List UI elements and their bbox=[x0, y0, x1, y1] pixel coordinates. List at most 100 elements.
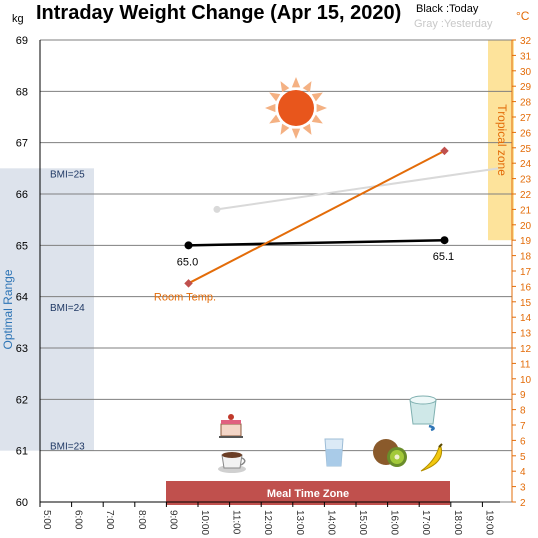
left-tick-label: 67 bbox=[16, 138, 28, 150]
sun-ray bbox=[291, 77, 301, 88]
sun-ray bbox=[311, 92, 323, 102]
right-tick-label: 31 bbox=[520, 51, 532, 62]
series-line-today bbox=[188, 238, 445, 247]
bmi-label: BMI=23 bbox=[50, 442, 85, 453]
right-tick-label: 2 bbox=[520, 498, 526, 509]
cake-cherry bbox=[228, 414, 234, 420]
left-tick-label: 66 bbox=[16, 189, 28, 201]
right-tick-label: 22 bbox=[520, 190, 532, 201]
meal-time-zone-bar bbox=[166, 481, 450, 505]
left-tick-label: 68 bbox=[16, 86, 28, 98]
x-tick-label: 7:00 bbox=[104, 510, 115, 530]
right-tick-label: 12 bbox=[520, 344, 532, 355]
sun-core bbox=[278, 90, 314, 126]
cake-icon bbox=[219, 414, 243, 438]
x-tick-label: 17:00 bbox=[420, 510, 431, 535]
x-tick-label: 12:00 bbox=[262, 510, 273, 535]
right-tick-label: 21 bbox=[520, 205, 532, 216]
left-tick-label: 69 bbox=[16, 35, 28, 47]
left-tick-label: 61 bbox=[16, 446, 28, 458]
left-tick-label: 64 bbox=[16, 292, 28, 304]
right-tick-label: 14 bbox=[520, 313, 532, 324]
right-tick-label: 32 bbox=[520, 36, 532, 47]
x-tick-label: 6:00 bbox=[73, 510, 84, 530]
right-tick-label: 26 bbox=[520, 128, 532, 139]
left-tick-label: 60 bbox=[16, 497, 28, 509]
yesterday-point bbox=[213, 205, 221, 213]
right-tick-label: 17 bbox=[520, 267, 532, 278]
optimal-range-label: Optimal Range bbox=[1, 269, 15, 349]
coffee-cup-icon bbox=[218, 452, 246, 473]
right-tick-label: 19 bbox=[520, 236, 532, 247]
x-tick-label: 11:00 bbox=[231, 510, 242, 535]
today-value-label: 65.1 bbox=[433, 251, 454, 263]
legend-today: Black :Today bbox=[416, 3, 479, 15]
x-tick-label: 10:00 bbox=[199, 510, 210, 535]
right-tick-label: 28 bbox=[520, 98, 532, 109]
cup-handle bbox=[240, 457, 246, 466]
tropical-zone-band bbox=[488, 40, 514, 241]
right-tick-label: 6 bbox=[520, 436, 526, 447]
sun-ray bbox=[311, 114, 323, 124]
left-tick-label: 62 bbox=[16, 394, 28, 406]
x-tick-label: 9:00 bbox=[167, 510, 178, 530]
room-temp-point bbox=[440, 146, 449, 156]
yogurt-top bbox=[409, 395, 437, 405]
right-tick-label: 23 bbox=[520, 175, 532, 186]
right-tick-label: 27 bbox=[520, 113, 532, 124]
right-tick-label: 7 bbox=[520, 421, 526, 432]
coffee-surface bbox=[222, 452, 242, 458]
x-tick-label: 8:00 bbox=[136, 510, 147, 530]
cake-plate bbox=[219, 436, 243, 438]
right-tick-label: 29 bbox=[520, 82, 532, 93]
tropical-zone-label: Tropical zone bbox=[495, 104, 509, 176]
series-line-yesterday bbox=[216, 167, 499, 211]
x-tick-label: 19:00 bbox=[483, 510, 494, 535]
sun-icon bbox=[265, 77, 327, 139]
x-tick-label: 5:00 bbox=[41, 510, 52, 530]
kiwi-core bbox=[394, 454, 400, 460]
chart-title: Intraday Weight Change (Apr 15, 2020) bbox=[36, 2, 401, 24]
room-temp-label: Room Temp. bbox=[154, 291, 216, 303]
sun-ray bbox=[280, 123, 290, 135]
sun-ray bbox=[302, 123, 312, 135]
right-tick-label: 10 bbox=[520, 375, 532, 386]
left-tick-label: 65 bbox=[16, 240, 28, 252]
right-tick-label: 15 bbox=[520, 298, 532, 309]
room-temp-point bbox=[184, 279, 193, 288]
spoon bbox=[428, 424, 435, 432]
sun-ray bbox=[280, 81, 290, 93]
banana-icon bbox=[420, 443, 443, 472]
today-value-label: 65.0 bbox=[177, 256, 198, 268]
x-tick-label: 15:00 bbox=[357, 510, 368, 535]
optimal-range-band bbox=[0, 168, 94, 451]
yogurt-icon bbox=[409, 395, 437, 432]
today-point bbox=[184, 241, 193, 250]
today-point bbox=[440, 236, 449, 245]
left-axis-unit: kg bbox=[12, 13, 24, 25]
cake-icing bbox=[221, 420, 241, 424]
right-tick-label: 11 bbox=[520, 359, 531, 370]
right-tick-label: 25 bbox=[520, 144, 532, 155]
right-tick-label: 24 bbox=[520, 159, 532, 170]
right-tick-label: 3 bbox=[520, 483, 526, 494]
right-tick-label: 4 bbox=[520, 467, 526, 478]
right-tick-label: 20 bbox=[520, 221, 532, 232]
x-tick-label: 18:00 bbox=[452, 510, 463, 535]
right-tick-label: 18 bbox=[520, 252, 532, 263]
right-axis-unit: °C bbox=[516, 9, 530, 23]
sun-ray bbox=[265, 103, 276, 113]
right-tick-label: 5 bbox=[520, 452, 526, 463]
meal-time-zone-label: Meal Time Zone bbox=[267, 488, 349, 500]
right-tick-label: 30 bbox=[520, 67, 532, 78]
right-tick-label: 16 bbox=[520, 282, 532, 293]
banana-stem bbox=[438, 443, 443, 448]
sun-ray bbox=[291, 128, 301, 139]
kiwi-icon bbox=[373, 439, 407, 467]
cake-body bbox=[220, 423, 242, 437]
x-tick-label: 14:00 bbox=[325, 510, 336, 535]
series-line-room-temp- bbox=[188, 149, 445, 285]
right-tick-label: 8 bbox=[520, 406, 526, 417]
x-tick-label: 13:00 bbox=[294, 510, 305, 535]
